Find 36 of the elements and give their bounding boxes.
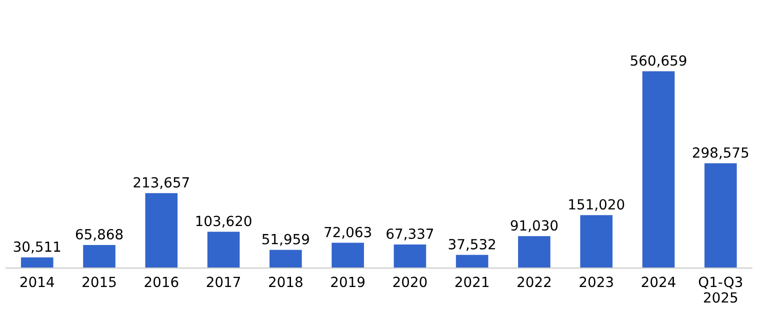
data-label: 30,511 <box>14 241 60 254</box>
bar <box>580 215 613 268</box>
data-label: 298,575 <box>692 147 748 160</box>
x-tick-label: 2024 <box>642 276 676 288</box>
data-label: 65,868 <box>76 228 123 241</box>
data-label: 213,657 <box>134 177 189 190</box>
x-tick-label: 2019 <box>331 276 365 288</box>
data-label: 151,020 <box>569 199 624 212</box>
bar <box>145 193 178 268</box>
data-label: 72,063 <box>324 226 371 239</box>
bar <box>704 163 737 268</box>
x-tick-label: 2017 <box>206 276 240 288</box>
x-tick-label: 2020 <box>393 276 427 288</box>
data-label: 103,620 <box>196 216 252 228</box>
bar <box>456 254 488 268</box>
x-tick-label: 2021 <box>455 276 488 288</box>
data-label: 37,532 <box>448 238 495 251</box>
x-tick-label: 2023 <box>580 276 613 288</box>
x-tick-label: 2022 <box>518 276 551 288</box>
data-label: 560,659 <box>630 55 686 68</box>
bar <box>20 257 54 268</box>
x-tick-label: Q1-Q3 2025 <box>698 276 742 303</box>
bar <box>83 244 116 268</box>
x-tick-label: 2016 <box>144 276 178 288</box>
data-label: 51,959 <box>262 234 309 246</box>
x-tick-label: 2014 <box>20 276 54 288</box>
bar <box>394 244 426 268</box>
bar <box>207 232 240 268</box>
bar <box>642 71 675 268</box>
bar <box>518 236 550 268</box>
data-label: 67,337 <box>386 228 434 240</box>
bar <box>332 242 364 268</box>
x-tick-label: 2018 <box>269 276 302 288</box>
data-label: 91,030 <box>510 220 558 232</box>
x-tick-label: 2015 <box>82 276 116 288</box>
bar <box>270 250 302 268</box>
